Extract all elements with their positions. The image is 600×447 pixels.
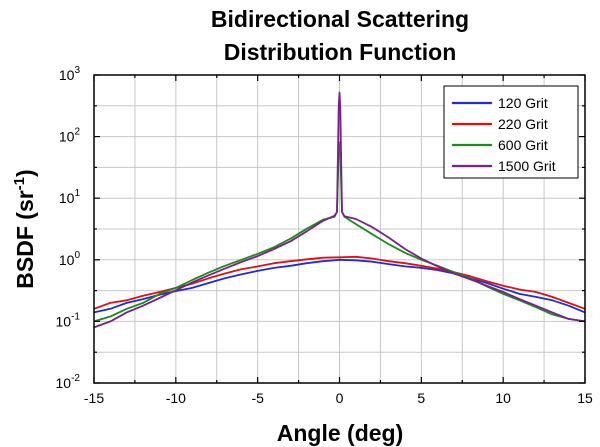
x-tick-label: -5 — [251, 390, 264, 406]
y-tick-label: 103 — [59, 65, 81, 83]
y-tick-label: 10-1 — [56, 311, 81, 329]
legend-label-1500-grit: 1500 Grit — [498, 158, 556, 174]
legend-box — [443, 85, 579, 179]
x-tick-label: 10 — [495, 390, 511, 406]
x-tick-labels: -15 -10 -5 0 5 10 15 — [84, 390, 593, 406]
x-tick-label: -10 — [166, 390, 186, 406]
legend: 120 Grit 220 Grit 600 Grit 1500 Grit — [443, 85, 579, 179]
y-axis-title-main: BSDF (sr — [12, 190, 38, 288]
y-tick-labels: 10-2 10-1 100 101 102 103 — [56, 65, 81, 391]
y-tick-label: 10-2 — [56, 373, 81, 391]
x-tick-label: -15 — [84, 390, 104, 406]
x-axis-title: Angle (deg) — [277, 420, 404, 446]
chart-title-line-1: Bidirectional Scattering — [211, 6, 469, 32]
legend-label-600-grit: 600 Grit — [498, 137, 548, 153]
y-axis-title: BSDF (sr-1) — [11, 169, 38, 288]
legend-label-220-grit: 220 Grit — [498, 116, 548, 132]
y-axis-title-exponent: -1 — [11, 177, 28, 190]
chart-title-line-2: Distribution Function — [224, 39, 457, 65]
legend-label-120-grit: 120 Grit — [498, 95, 548, 111]
x-tick-label: 5 — [417, 390, 425, 406]
y-tick-label: 102 — [59, 127, 81, 145]
series-lines — [93, 91, 586, 329]
x-tick-label: 0 — [336, 390, 344, 406]
y-tick-label: 101 — [59, 188, 81, 206]
ticks — [93, 74, 586, 384]
series-line-1500-grit — [93, 91, 586, 329]
y-tick-label: 100 — [59, 250, 81, 268]
x-tick-label: 15 — [577, 390, 593, 406]
y-axis-title-suffix: ) — [12, 169, 38, 177]
